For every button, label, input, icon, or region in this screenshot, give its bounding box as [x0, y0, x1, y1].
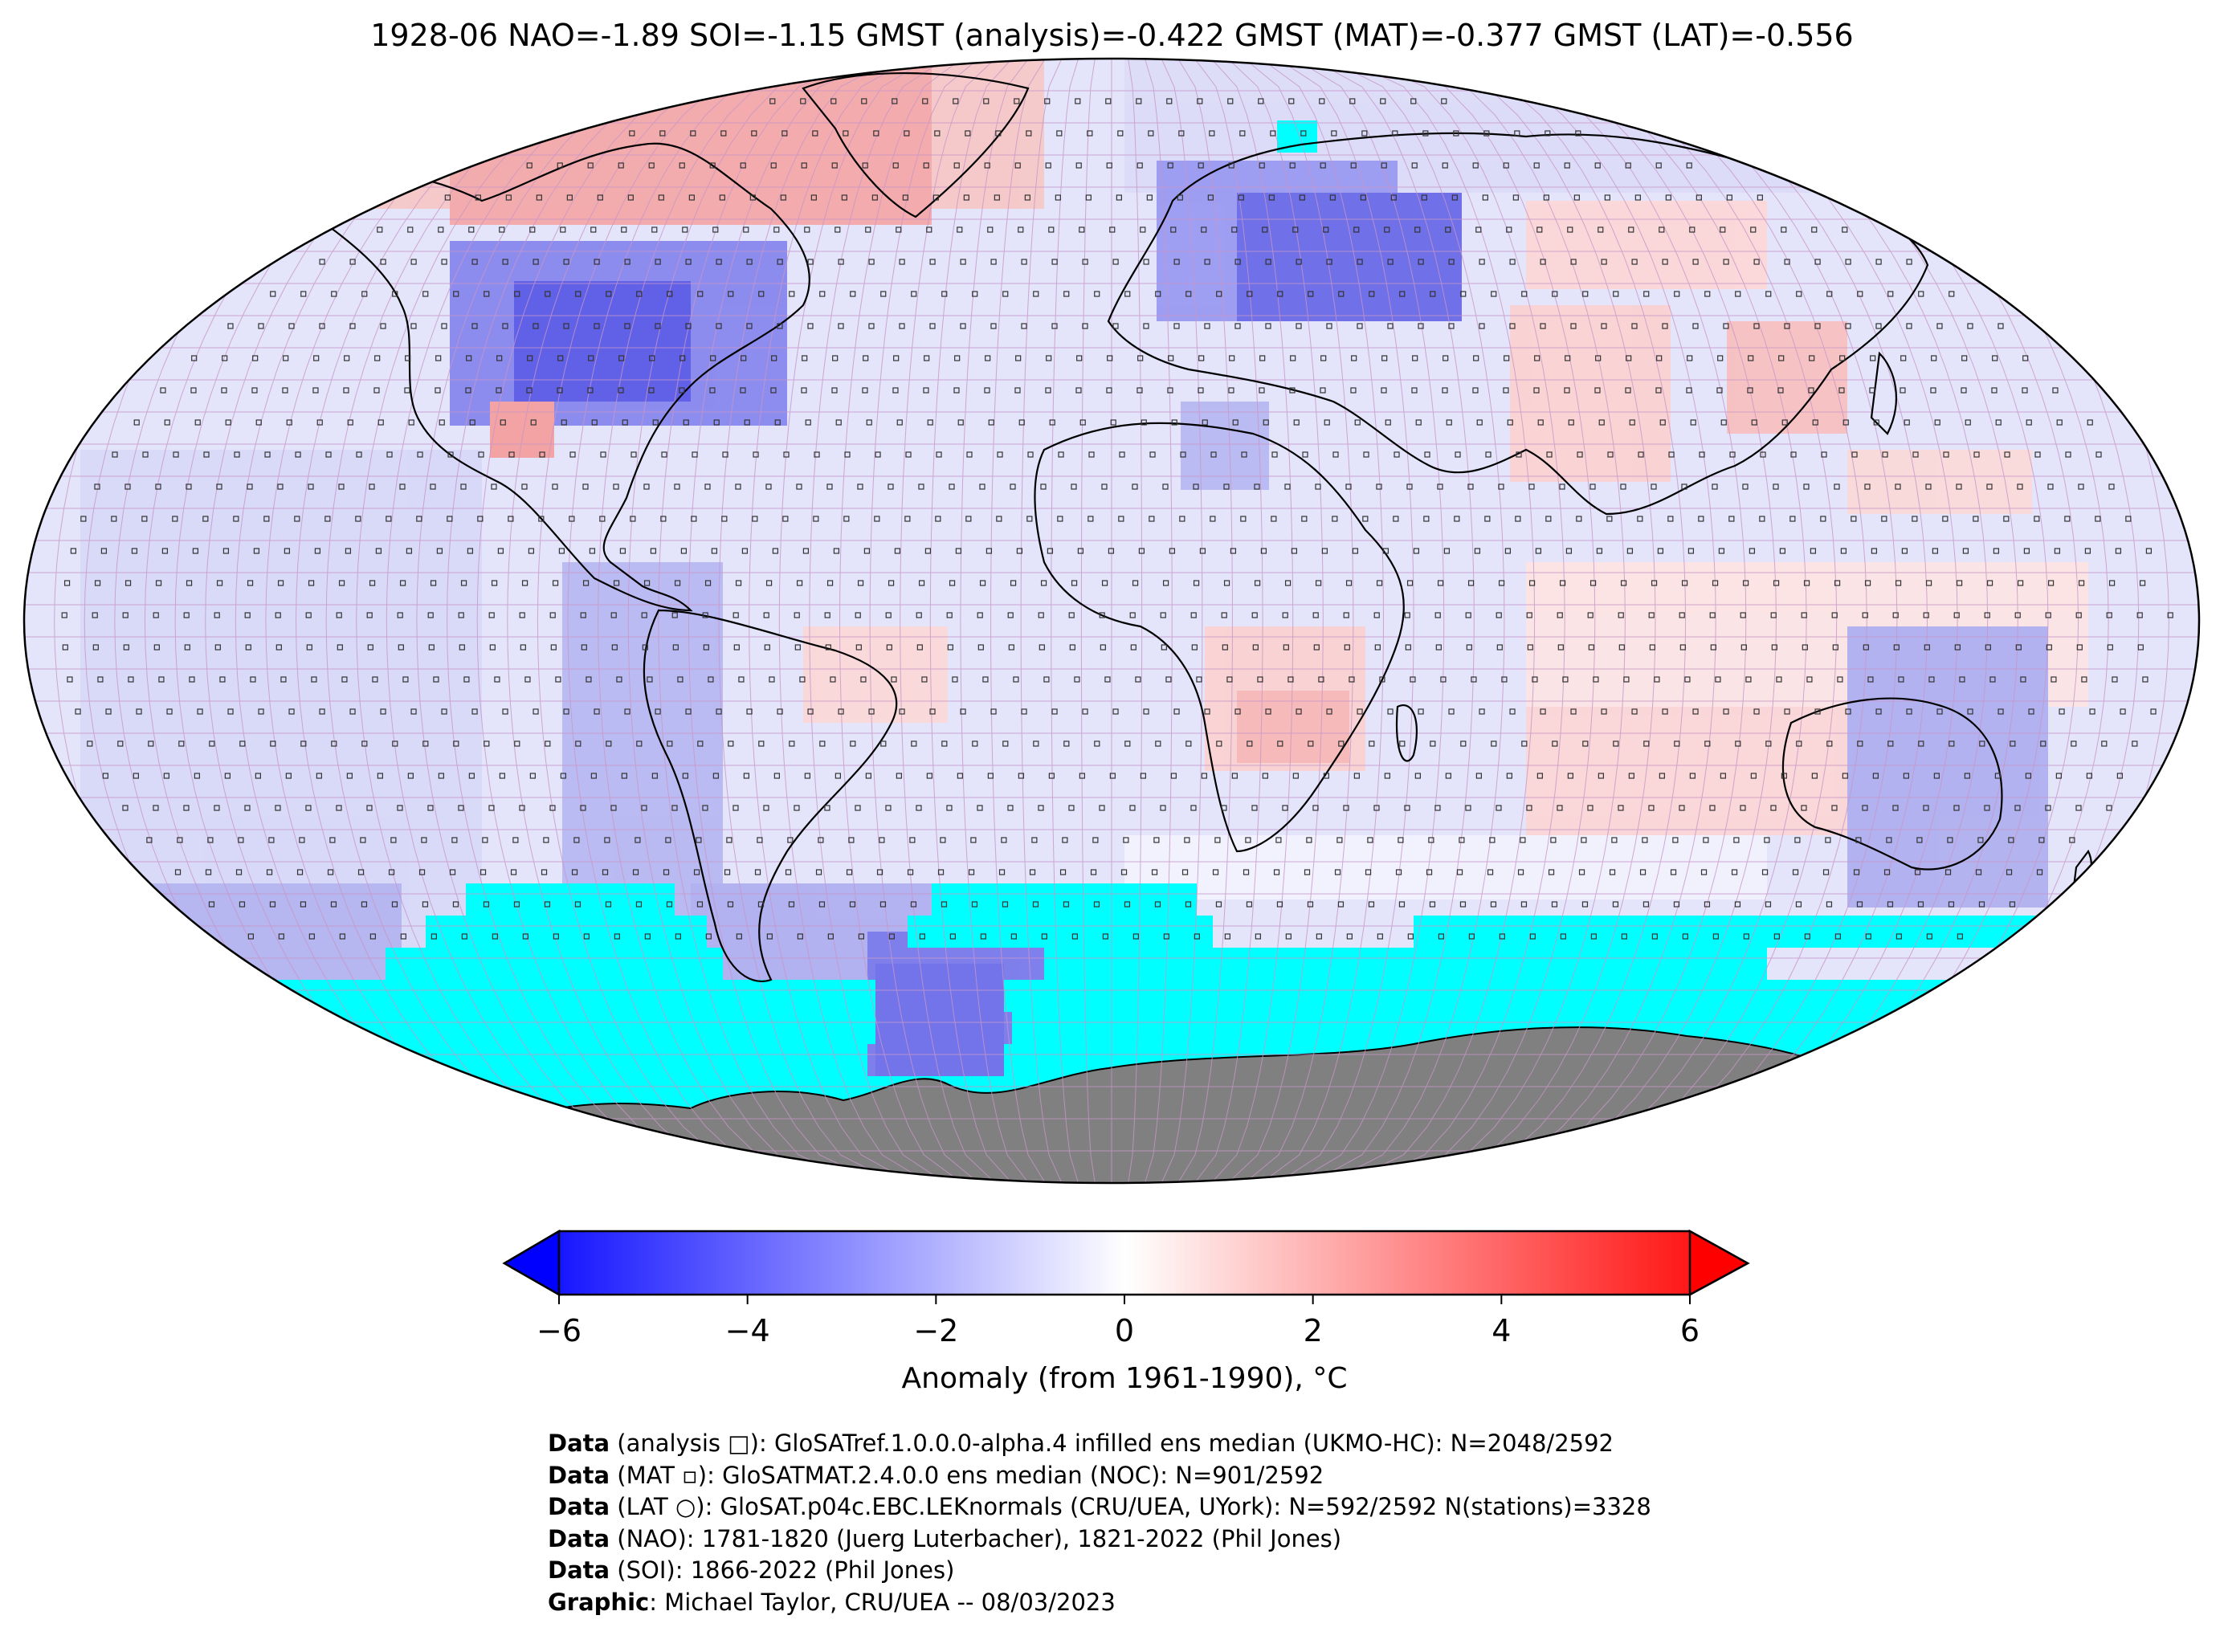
grid-cell-markers: [61, 98, 2173, 940]
credit-label: Graphic: [548, 1588, 650, 1616]
credit-label: Data: [548, 1524, 610, 1552]
map-title: 1928-06 NAO=-1.89 SOI=-1.15 GMST (analys…: [370, 18, 1854, 53]
colorbar-tick-label: 2: [1304, 1313, 1323, 1348]
cold-patch-ross-sea: [875, 964, 1004, 1076]
data-credits: Data (analysis □): GloSATref.1.0.0.0-alp…: [548, 1428, 1651, 1618]
credit-text: (NAO): 1781-1820 (Juerg Luterbacher), 18…: [610, 1524, 1342, 1552]
credit-text: (LAT ○): GloSAT.p04c.EBC.LEKnormals (CRU…: [610, 1493, 1651, 1520]
credit-line: Data (MAT ▫): GloSATMAT.2.4.0.0 ens medi…: [548, 1460, 1651, 1492]
colorbar-extend-high: [1688, 1229, 1750, 1297]
credit-text: (MAT ▫): GloSATMAT.2.4.0.0 ens median (N…: [610, 1461, 1324, 1489]
colorbar-tick-label: 6: [1680, 1313, 1700, 1348]
credit-text: (analysis □): GloSATref.1.0.0.0-alpha.4 …: [610, 1430, 1614, 1457]
colorbar-tick-label: −4: [725, 1313, 770, 1348]
coastlines: [304, 71, 2092, 982]
credit-label: Data: [548, 1461, 610, 1489]
credit-line: Data (analysis □): GloSATref.1.0.0.0-alp…: [548, 1428, 1651, 1460]
colorbar-bar: [502, 1230, 1750, 1296]
credit-line: Data (LAT ○): GloSAT.p04c.EBC.LEKnormals…: [548, 1491, 1651, 1524]
credit-line: Graphic: Michael Taylor, CRU/UEA -- 08/0…: [548, 1587, 1651, 1619]
credit-line: Data (NAO): 1781-1820 (Juerg Luterbacher…: [548, 1524, 1651, 1556]
colorbar-ticks: −6 −4 −2 0 2 4 6: [537, 1295, 1700, 1348]
credit-text: (SOI): 1866-2022 (Phil Jones): [610, 1556, 955, 1584]
colorbar-tick-label: 0: [1115, 1313, 1134, 1348]
grid-lines: [24, 59, 2199, 1183]
credit-label: Data: [548, 1493, 610, 1520]
credit-label: Data: [548, 1556, 610, 1584]
globe-outline: [22, 57, 2201, 1185]
colorbar-tick-label: −6: [537, 1313, 582, 1348]
colorbar-tick-label: 4: [1492, 1313, 1511, 1348]
credit-line: Data (SOI): 1866-2022 (Phil Jones): [548, 1555, 1651, 1587]
colorbar-extend-low: [502, 1229, 561, 1297]
colorbar-label: Anomaly (from 1961-1990), °C: [902, 1362, 1348, 1395]
colorbar-tick-label: −2: [913, 1313, 958, 1348]
credit-text: : Michael Taylor, CRU/UEA -- 08/03/2023: [649, 1588, 1116, 1616]
credit-label: Data: [548, 1430, 610, 1457]
